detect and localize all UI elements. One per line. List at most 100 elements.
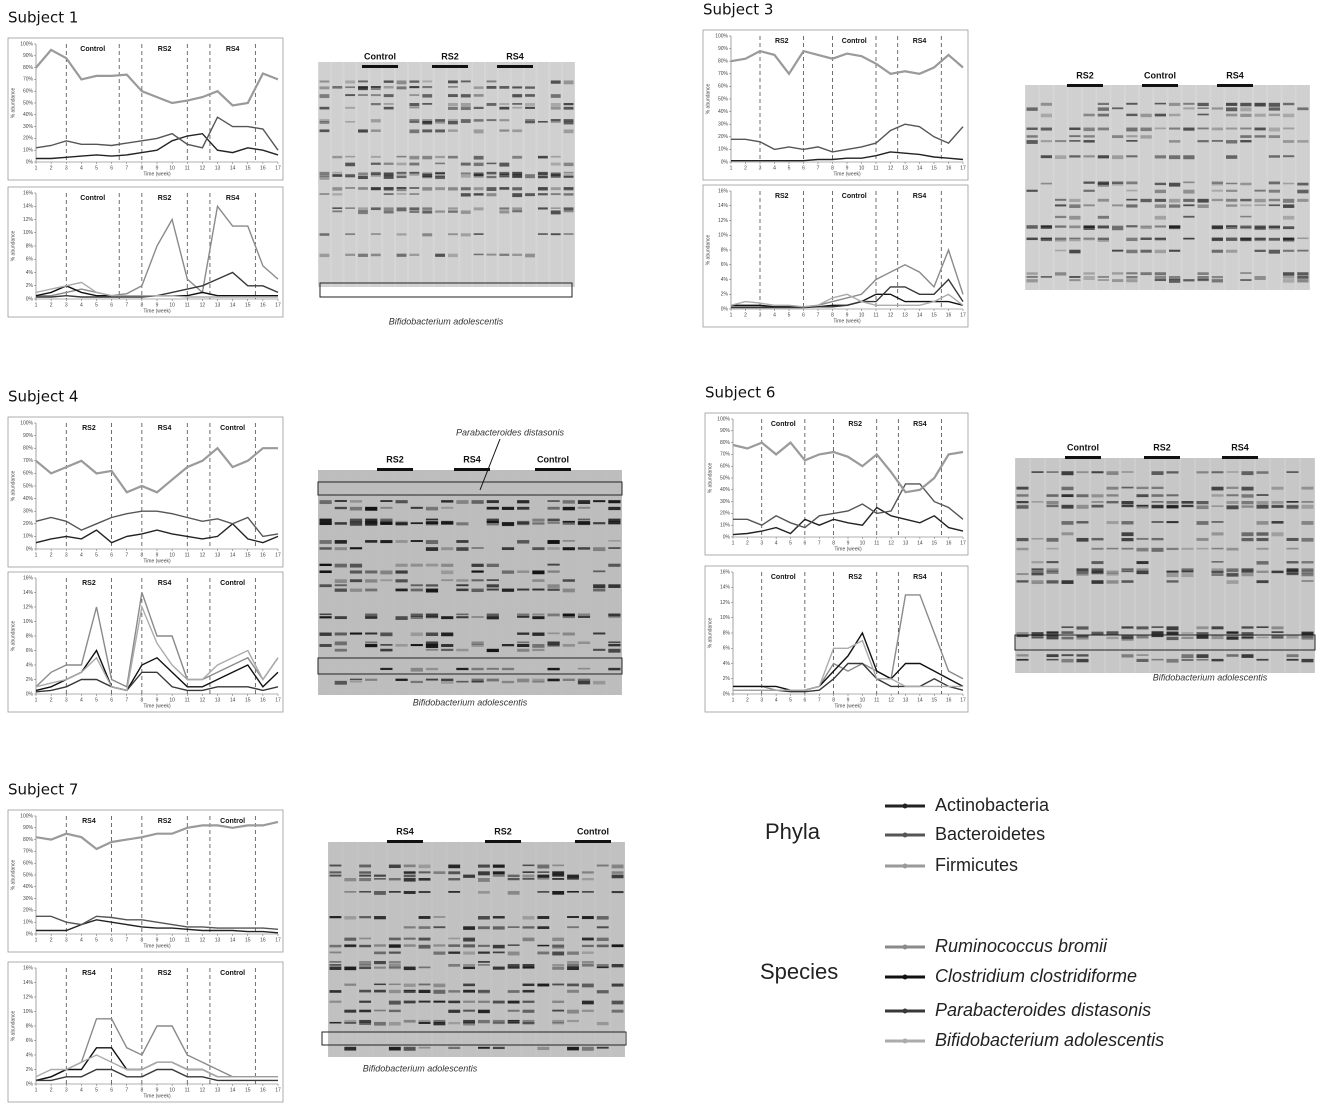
- gel-band: [461, 107, 471, 110]
- x-tick-label: 6: [802, 312, 805, 318]
- gel-band: [1283, 272, 1294, 276]
- gel-band: [1041, 183, 1052, 185]
- x-tick-label: 14: [917, 697, 923, 703]
- gel-band: [474, 163, 484, 166]
- gel-band: [1242, 654, 1254, 658]
- gel-band: [548, 507, 560, 510]
- gel-band: [371, 187, 381, 190]
- gel-band: [487, 254, 497, 256]
- gel-band: [525, 86, 535, 88]
- gel-band: [532, 644, 544, 648]
- gel-band: [380, 570, 392, 574]
- x-tick-label: 6: [110, 937, 113, 943]
- x-axis-label: Time (week): [834, 546, 862, 552]
- gel-band: [1126, 204, 1137, 207]
- gel-band: [1257, 561, 1269, 565]
- gel-band: [548, 519, 560, 522]
- gel-band: [538, 207, 548, 209]
- gel-band: [487, 500, 499, 503]
- lane-group-label: RS4: [1231, 442, 1249, 452]
- gel-band: [1084, 182, 1095, 184]
- gel-band: [1107, 521, 1119, 524]
- gel-band: [472, 616, 484, 618]
- gel-band: [1212, 635, 1224, 639]
- gel-band: [404, 984, 416, 987]
- gel-band: [389, 865, 401, 868]
- gel-band: [578, 681, 590, 684]
- gel-band: [487, 589, 499, 591]
- gel-band: [456, 616, 468, 618]
- gel-band: [1126, 250, 1137, 253]
- x-axis-label: Time (week): [143, 558, 171, 564]
- legend-label: Bifidobacterium adolescentis: [935, 1030, 1164, 1050]
- gel-band: [1182, 505, 1194, 507]
- x-tick-label: 13: [903, 697, 909, 703]
- gel-band: [1242, 487, 1254, 491]
- gel-band: [1167, 573, 1179, 577]
- phase-label: RS2: [775, 38, 789, 45]
- gel-band: [1047, 561, 1059, 563]
- gel-lane: [501, 470, 514, 695]
- gel-band: [1047, 635, 1059, 639]
- lane-group-bar: [1222, 456, 1258, 459]
- gel-band: [597, 990, 609, 993]
- gel-band: [463, 990, 475, 992]
- gel-band: [320, 614, 332, 616]
- gel-band: [552, 964, 564, 966]
- gel-band: [1283, 103, 1294, 105]
- gel-band: [548, 589, 560, 591]
- y-tick-label: 100%: [715, 33, 728, 39]
- gel-band: [1257, 626, 1269, 628]
- gel-band: [426, 679, 438, 681]
- x-tick-label: 3: [65, 165, 68, 171]
- gel-lane: [403, 842, 416, 1057]
- gel-band: [1169, 225, 1180, 228]
- legend-marker: [903, 804, 908, 809]
- x-tick-label: 4: [775, 697, 778, 703]
- gel-band: [448, 1010, 460, 1013]
- gel-band: [419, 945, 431, 949]
- gel-band: [578, 547, 590, 549]
- gel-band: [474, 107, 484, 109]
- gel-band: [608, 521, 620, 524]
- gel-band: [332, 187, 342, 190]
- gel-band: [1212, 548, 1224, 550]
- gel-band: [564, 233, 574, 235]
- gel-band: [523, 916, 535, 919]
- x-axis-label: Time (week): [143, 943, 171, 949]
- x-tick-label: 3: [760, 697, 763, 703]
- gel-band: [332, 193, 342, 195]
- gel-band: [411, 564, 423, 567]
- gel-band: [537, 871, 549, 873]
- gel-band: [330, 865, 342, 867]
- gel-band: [1227, 494, 1239, 496]
- gel-band: [1269, 114, 1280, 116]
- gel-band: [441, 564, 453, 567]
- gel-band: [538, 172, 548, 175]
- gel-band: [433, 944, 445, 946]
- x-tick-label: 15: [931, 697, 937, 703]
- gel-lane: [1136, 458, 1149, 673]
- gel-band: [487, 679, 499, 682]
- gel-band: [1167, 471, 1179, 473]
- gel-band: [1084, 190, 1095, 192]
- gel-band: [1255, 103, 1266, 107]
- gel-band: [1084, 276, 1095, 280]
- gel-band: [448, 1022, 460, 1024]
- legend-marker: [903, 864, 908, 869]
- gel-band: [463, 967, 475, 969]
- gel-band: [335, 547, 347, 550]
- page: Phyla Species Subject 10%10%20%30%40%50%…: [0, 0, 1327, 1106]
- y-tick-label: 2%: [721, 292, 729, 298]
- gel-band: [1227, 501, 1239, 504]
- gel-band: [1212, 238, 1223, 241]
- x-tick-label: 12: [200, 552, 206, 558]
- gel-band: [508, 1001, 520, 1004]
- gel-band: [1112, 107, 1123, 109]
- gel-band: [463, 1010, 475, 1012]
- y-tick-label: 70%: [23, 849, 34, 855]
- gel-band: [1055, 204, 1066, 206]
- gel-band: [1197, 654, 1209, 658]
- phase-label: RS4: [82, 970, 96, 977]
- x-tick-label: 7: [125, 165, 128, 171]
